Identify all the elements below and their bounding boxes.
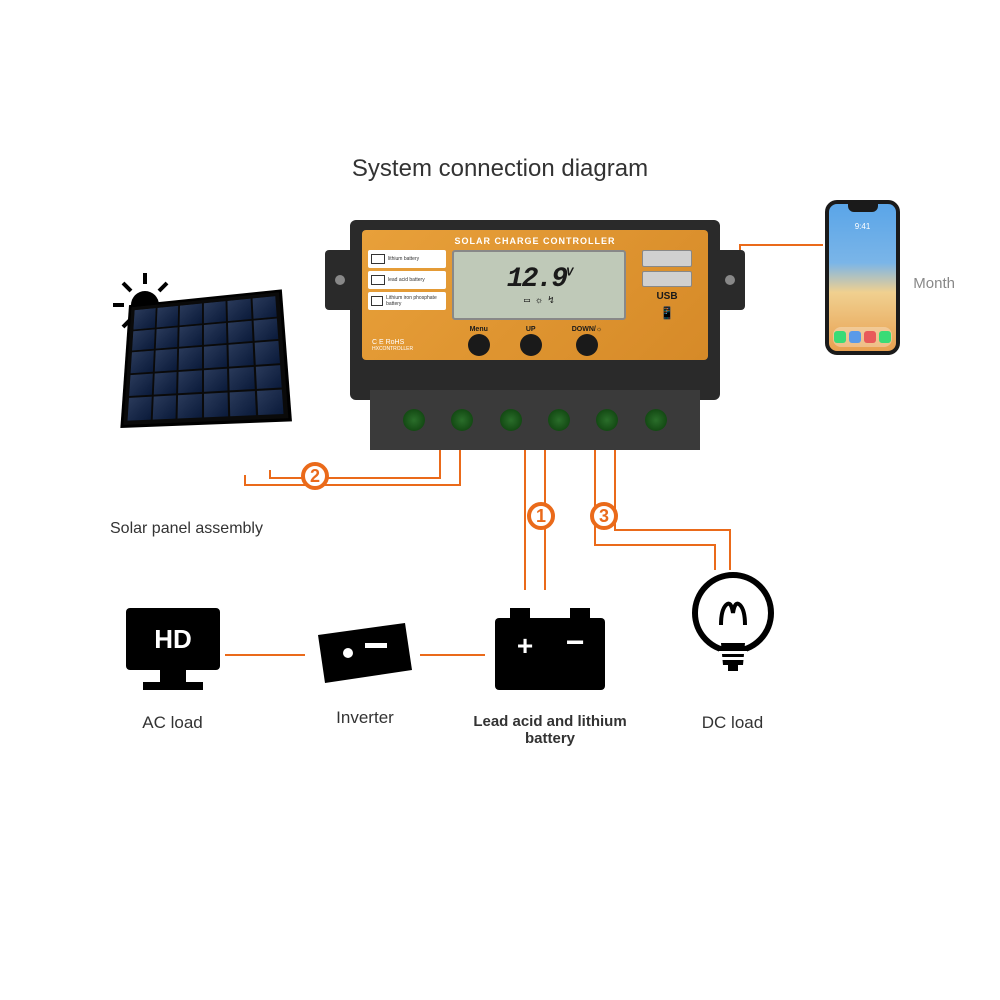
terminal-strip [370, 390, 700, 450]
step-1-badge: 1 [527, 502, 555, 530]
battery-type-list: lithium battery lead acid battery Lithiu… [368, 250, 446, 320]
svg-text:+: + [517, 630, 533, 661]
down-button[interactable]: DOWN/☼ [572, 326, 603, 356]
diagram-title: System connection diagram [0, 155, 1000, 183]
step-3-badge: 3 [590, 502, 618, 530]
smartphone-icon: 9:41 [825, 200, 900, 355]
dc-load-icon: DC load [685, 565, 780, 733]
solar-panel-label: Solar panel assembly [110, 520, 263, 538]
battery-icon: + − Lead acid and lithium battery [470, 600, 630, 747]
solar-panel-icon [120, 290, 285, 425]
ac-load-icon: HD AC load [115, 600, 230, 733]
phone-label: Month [913, 275, 955, 292]
usb-ports: USB 📱 [632, 250, 702, 320]
up-button[interactable]: UP [520, 326, 542, 356]
connection-wires [0, 0, 1000, 1000]
controller-title: SOLAR CHARGE CONTROLLER [368, 236, 702, 246]
svg-text:−: − [566, 624, 585, 660]
svg-text:HD: HD [154, 624, 192, 654]
step-2-badge: 2 [301, 462, 329, 490]
solar-controller-device: SOLAR CHARGE CONTROLLER lithium battery … [350, 220, 720, 460]
inverter-icon: Inverter [310, 615, 420, 728]
lcd-display: 12.9V ▭ ☼ ↯ [452, 250, 626, 320]
menu-button[interactable]: Menu [468, 326, 490, 356]
